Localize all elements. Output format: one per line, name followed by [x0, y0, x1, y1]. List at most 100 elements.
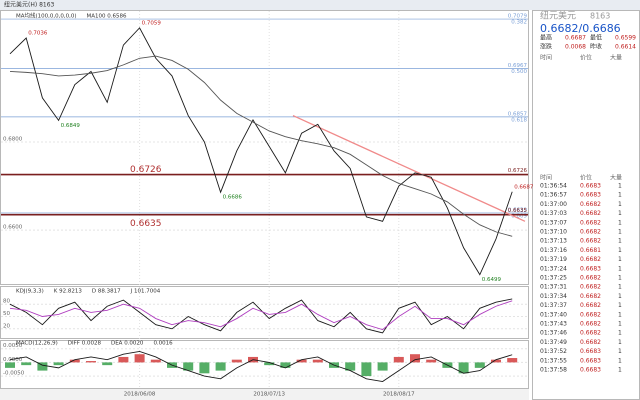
trade-cell: 1 — [618, 265, 622, 272]
column-header: 价位 — [580, 174, 592, 182]
trade-cell: 1 — [618, 293, 622, 300]
macd-bar — [377, 362, 388, 371]
legend-entry: D 88.3817 — [92, 289, 121, 295]
trade-cell: 01:37:40 — [540, 311, 567, 318]
level-label: 0.6726 — [130, 165, 162, 175]
trade-cell: 1 — [618, 357, 622, 364]
macd-bar — [280, 362, 291, 368]
point-label: 0.7036 — [28, 30, 48, 36]
trade-cell: 0.6683 — [580, 192, 601, 199]
trade-cell: 1 — [618, 247, 622, 254]
fib-ratio: 0.382 — [511, 20, 527, 26]
column-header: 价位 — [580, 54, 592, 62]
trade-cell: 0.6682 — [580, 311, 601, 318]
fib-label: 0.6857 — [508, 111, 528, 117]
fib-label: 0.6639 — [508, 207, 528, 213]
fib-ratio: 0.809 — [511, 213, 527, 219]
trade-cell: 1 — [618, 256, 622, 263]
legend-entry: DEA 0.0020 — [111, 341, 144, 347]
fib-label: 0.6967 — [508, 63, 528, 69]
quote: 纽元美元 8163 0.6682/0.6686 — [540, 10, 621, 36]
trade-cell: 1 — [618, 284, 622, 291]
trade-cell: 1 — [618, 339, 622, 346]
trade-cell: 01:37:55 — [540, 357, 567, 364]
y-tick-label: 0.0050 — [3, 343, 23, 349]
trade-cell: 01:37:00 — [540, 201, 567, 208]
title-bar — [0, 0, 640, 10]
point-label: 0.6849 — [61, 123, 81, 129]
trade-cell: 0.6683 — [580, 367, 601, 374]
trade-cell: 1 — [618, 275, 622, 282]
macd-bar — [86, 361, 96, 363]
trade-cell: 01:37:16 — [540, 247, 567, 254]
legend-entry: MACD(12,26,9) — [16, 341, 58, 347]
trade-cell: 1 — [618, 302, 622, 309]
trade-cell: 0.6682 — [580, 302, 601, 309]
trade-cell: 0.6682 — [580, 238, 601, 245]
trade-cell: 01:37:10 — [540, 229, 567, 236]
legend-entry: J 101.7004 — [130, 289, 161, 295]
quote-stat: 0.6614 — [615, 44, 636, 51]
level-label: 0.6635 — [130, 219, 162, 229]
y-tick-label: 0.0000 — [3, 357, 23, 363]
macd-bar — [21, 362, 32, 366]
legend-entry: MA100 0.6586 — [87, 14, 127, 20]
macd-bar — [53, 362, 64, 366]
trade-cell: 1 — [618, 229, 622, 236]
fib-ratio: 0.500 — [511, 69, 527, 75]
point-label: 0.7059 — [142, 20, 162, 26]
trade-cell: 0.6683 — [580, 265, 601, 272]
trade-cell: 1 — [618, 330, 622, 337]
quote-stat: 最高 — [540, 34, 552, 42]
point-label: 0.6686 — [223, 195, 243, 201]
trade-cell: 1 — [618, 201, 622, 208]
y-tick-label: 0.6800 — [3, 136, 23, 142]
macd-bar — [199, 362, 210, 374]
quote-name: 纽元美元 — [540, 10, 576, 22]
series-line — [9, 55, 513, 237]
series-line — [9, 300, 513, 331]
x-tick-label: 2018/07/13 — [253, 392, 285, 398]
x-tick-label: 2018/06/08 — [124, 392, 156, 398]
y-tick-label: 20 — [3, 323, 10, 329]
quote-price: 0.6682/0.6686 — [540, 22, 621, 35]
trade-cell: 0.6683 — [580, 357, 601, 364]
trade-cell: 1 — [618, 367, 622, 374]
macd-bar — [296, 359, 307, 363]
macd-bar — [507, 358, 518, 363]
trade-cell: 0.6682 — [580, 229, 601, 236]
trade-cell: 01:37:58 — [540, 367, 567, 374]
trade-cell: 01:37:52 — [540, 348, 567, 355]
macd-bar — [474, 362, 485, 368]
trade-cell: 1 — [618, 321, 622, 328]
trade-cell: 1 — [618, 210, 622, 217]
trade-cell: 01:37:46 — [540, 330, 567, 337]
macd-bar — [69, 359, 80, 363]
trade-cell: 0.6682 — [580, 284, 601, 291]
point-label: 0.6687 — [514, 184, 534, 190]
point-label: 0.6499 — [482, 277, 502, 283]
column-header: 时间 — [540, 174, 552, 182]
trade-cell: 1 — [618, 238, 622, 245]
trade-cell: 0.6682 — [580, 321, 601, 328]
trade-cell: 01:37:03 — [540, 210, 567, 217]
trade-cell: 01:37:37 — [540, 302, 567, 309]
quote-stat: 涨跌 — [540, 43, 552, 51]
trade-cell: 01:36:57 — [540, 192, 567, 199]
macd-bar — [5, 362, 15, 368]
quote-code: 8163 — [590, 12, 610, 21]
column-header: 时间 — [540, 54, 552, 62]
trade-cell: 01:37:31 — [540, 284, 567, 291]
y-tick-label: 80 — [3, 299, 10, 305]
y-tick-label: -0.0050 — [3, 371, 25, 377]
trade-cell: 1 — [618, 219, 622, 226]
trade-cell: 0.6682 — [580, 275, 601, 282]
trade-cell: 1 — [618, 311, 622, 318]
trade-cell: 01:37:43 — [540, 321, 567, 328]
trade-cell: 01:37:25 — [540, 275, 567, 282]
level-axis-label: 0.6726 — [508, 168, 528, 174]
quote-stat: 昨收 — [590, 43, 602, 51]
series-line — [9, 27, 513, 276]
trend-line — [292, 114, 526, 222]
